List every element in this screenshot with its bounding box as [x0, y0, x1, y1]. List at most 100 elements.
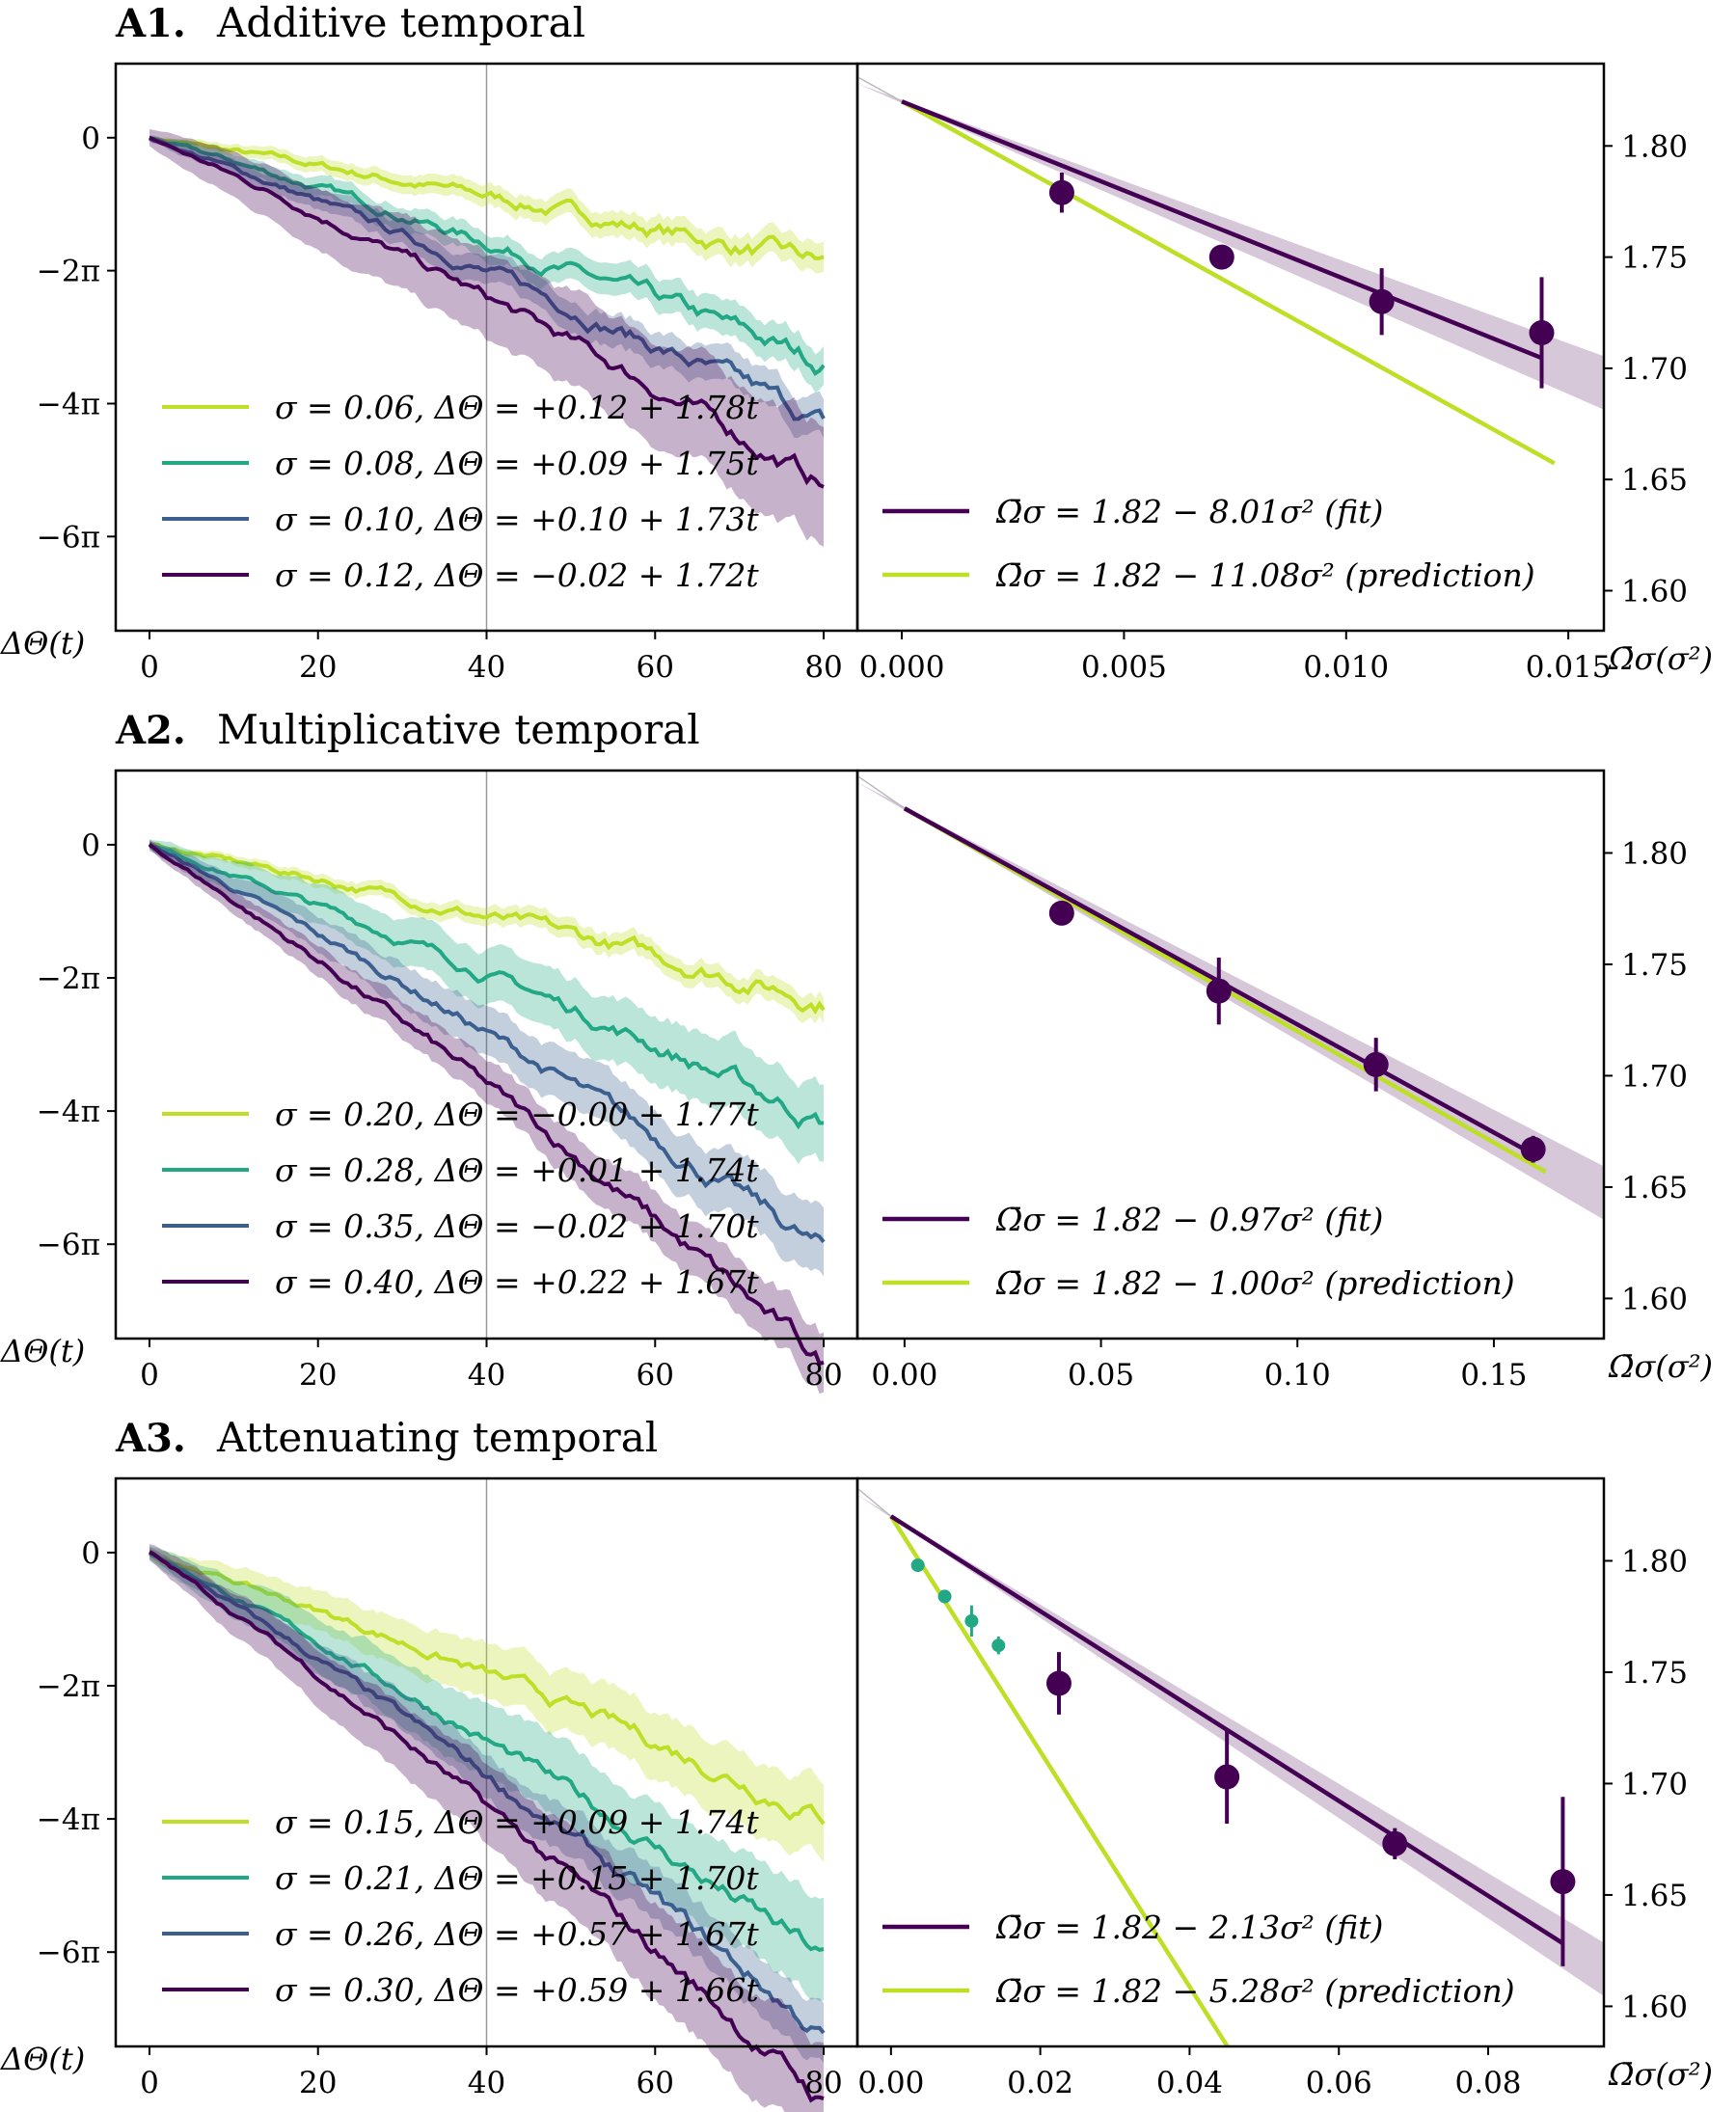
series-line-3 — [148, 842, 826, 1244]
left-ylabel: ΔΘ(t) — [0, 1333, 85, 1369]
right-xtick-label: 0.10 — [1264, 1358, 1331, 1393]
panel-label: A3. — [115, 1416, 186, 1461]
series-band-4 — [149, 840, 824, 1394]
right-ytick-label: 1.75 — [1621, 1656, 1688, 1691]
right-xtick-label: 0.05 — [1068, 1358, 1134, 1393]
prediction-line — [900, 99, 1556, 466]
fit-confidence-band — [857, 782, 1604, 1220]
right-axes-frame — [855, 62, 1606, 633]
right-xtick-label: 0.04 — [1156, 2066, 1223, 2100]
left-ytick-label: −2π — [37, 961, 100, 996]
right-ytick-label: 1.70 — [1621, 352, 1688, 387]
small-data-point-4 — [991, 1638, 1006, 1653]
left-xtick-label: 60 — [637, 1358, 674, 1393]
series-line-4 — [148, 843, 825, 1367]
series-line-4 — [149, 135, 825, 489]
series-band-1 — [149, 842, 824, 1024]
legend-entry-2: σ = 0.08, ΔΘ = +0.09 + 1.75t — [275, 445, 759, 482]
right-ytick-label: 1.75 — [1621, 948, 1688, 983]
left-xtick-label: 0 — [140, 650, 159, 685]
right-xtick-label: 0.000 — [859, 650, 945, 685]
series-line-4 — [149, 1550, 825, 2103]
right-xtick-label: 0.06 — [1306, 2066, 1372, 2100]
data-point-2 — [1214, 1764, 1240, 1790]
left-ytick-label: −6π — [37, 1228, 100, 1262]
data-point-3 — [1363, 1051, 1389, 1077]
left-ytick-label: −4π — [37, 1095, 100, 1129]
legend-fit-label: Ω̄σ = 1.82 − 8.01σ² (fit) — [995, 493, 1383, 530]
right-ytick-label: 1.80 — [1621, 1544, 1688, 1579]
left-ytick-label: −6π — [37, 1936, 100, 1970]
panel-label: A1. — [115, 1, 186, 46]
fit-line — [889, 1514, 1564, 1945]
right-xlabel: Ω̄σ(σ²) — [1608, 2056, 1713, 2093]
right-xtick-label: 0.15 — [1460, 1358, 1527, 1393]
right-xtick-label: 0.00 — [871, 1358, 937, 1393]
right-xtick-label: 0.015 — [1526, 650, 1612, 685]
left-ylabel: ΔΘ(t) — [0, 625, 85, 662]
legend-fit-label: Ω̄σ = 1.82 − 2.13σ² (fit) — [995, 1909, 1383, 1946]
small-data-point-3 — [964, 1613, 979, 1628]
panel-a3: A3. Attenuating temporal 0 −2π −4π −6π 0 20 40 60… — [0, 1414, 1713, 2112]
left-ytick-label: −6π — [37, 520, 100, 555]
left-xtick-label: 40 — [468, 650, 505, 685]
legend-prediction-label: Ω̄σ = 1.82 − 1.00σ² (prediction) — [995, 1264, 1515, 1302]
legend-entry-2: σ = 0.28, ΔΘ = +0.01 + 1.74t — [275, 1151, 759, 1189]
right-ytick-label: 1.60 — [1621, 1282, 1688, 1316]
series-line-1 — [149, 136, 825, 260]
legend-entry-4: σ = 0.30, ΔΘ = +0.59 + 1.66t — [275, 1971, 759, 2009]
series-line-3 — [149, 136, 826, 421]
panel-a1: A1. Additive temporal 0 −2π −4π −6π 0 20 40 60 80 Δ… — [0, 0, 1713, 685]
left-xtick-label: 40 — [468, 1358, 505, 1393]
right-ytick-label: 1.70 — [1621, 1767, 1688, 1801]
right-axes-frame — [855, 1476, 1606, 2048]
series-line-1 — [149, 842, 826, 1015]
panel-a2: A2. Multiplicative temporal 0 −2π −4π −6π 0 20 4… — [0, 706, 1713, 1394]
data-point-2 — [1208, 244, 1234, 270]
left-xtick-label: 20 — [299, 1358, 337, 1393]
series-band-4 — [149, 1544, 824, 2112]
left-ytick-label: −4π — [37, 1802, 100, 1837]
left-xtick-label: 60 — [637, 2066, 674, 2100]
legend-entry-4: σ = 0.12, ΔΘ = −0.02 + 1.72t — [275, 556, 759, 594]
right-xlabel: Ω̄σ(σ²) — [1608, 1348, 1713, 1385]
legend-entry-1: σ = 0.06, ΔΘ = +0.12 + 1.78t — [275, 389, 759, 426]
right-plot-area — [857, 774, 1604, 1220]
series-line-2 — [149, 136, 826, 377]
data-point-4 — [1550, 1869, 1576, 1895]
legend-entry-3: σ = 0.35, ΔΘ = −0.02 + 1.70t — [275, 1207, 759, 1245]
series-line-2 — [149, 843, 825, 1130]
left-ytick-label: −2π — [37, 255, 100, 289]
legend-fit-label: Ω̄σ = 1.82 − 0.97σ² (fit) — [995, 1201, 1383, 1238]
legend-entry-4: σ = 0.40, ΔΘ = +0.22 + 1.67t — [275, 1263, 759, 1301]
series-line-2 — [148, 1551, 825, 1953]
series-band-3 — [149, 135, 824, 439]
series-band-3 — [149, 1548, 824, 2064]
data-point-1 — [1048, 900, 1074, 926]
fit-extension — [857, 774, 906, 809]
legend-entry-3: σ = 0.26, ΔΘ = +0.57 + 1.67t — [275, 1915, 759, 1953]
left-xtick-label: 60 — [637, 650, 674, 685]
right-ytick-label: 1.60 — [1621, 574, 1688, 609]
right-ytick-label: 1.65 — [1621, 1171, 1688, 1205]
left-ytick-label: 0 — [81, 828, 100, 863]
left-ylabel: ΔΘ(t) — [0, 2041, 85, 2077]
data-point-4 — [1520, 1136, 1546, 1162]
prediction-line — [888, 1515, 1231, 2046]
left-xtick-label: 20 — [299, 650, 337, 685]
data-point-3 — [1382, 1830, 1408, 1856]
right-ytick-label: 1.65 — [1621, 463, 1688, 498]
series-band-2 — [149, 840, 824, 1164]
legend-prediction-label: Ω̄σ = 1.82 − 11.08σ² (prediction) — [995, 556, 1535, 594]
left-ytick-label: 0 — [81, 122, 100, 156]
left-xtick-label: 0 — [140, 2066, 159, 2100]
panel-title: Multiplicative temporal — [217, 706, 700, 753]
right-ytick-label: 1.80 — [1621, 129, 1688, 164]
left-xtick-label: 40 — [468, 2066, 505, 2100]
small-data-point-2 — [937, 1589, 952, 1604]
left-xtick-label: 20 — [299, 2066, 337, 2100]
panel-label: A2. — [115, 708, 186, 753]
data-point-3 — [1369, 288, 1395, 314]
right-xtick-label: 0.00 — [857, 2066, 924, 2100]
